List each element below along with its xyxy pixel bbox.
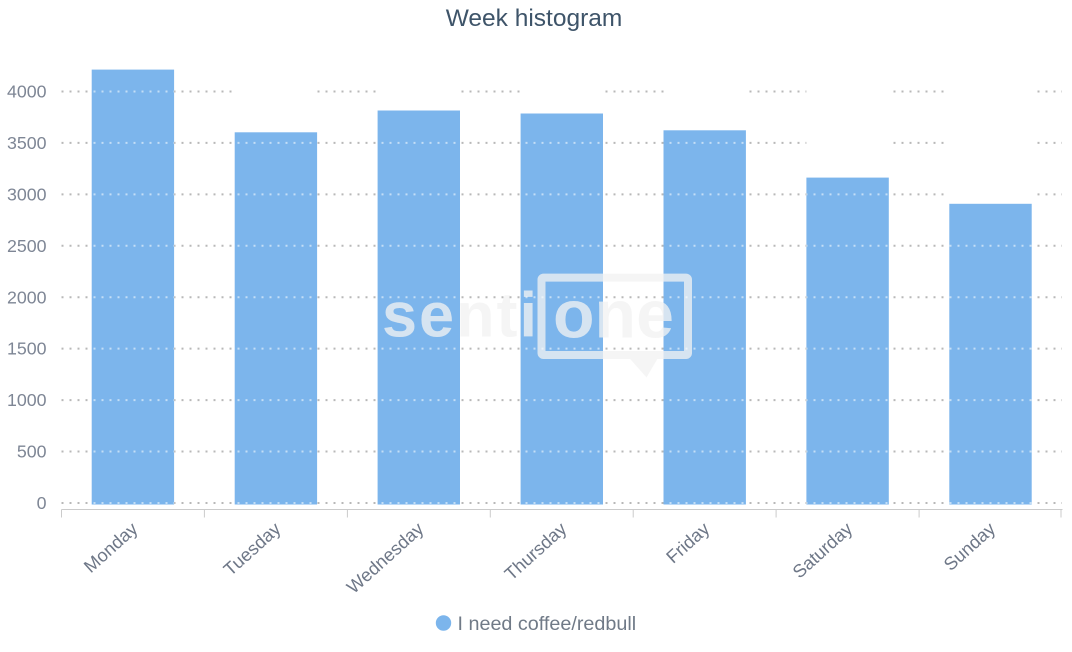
svg-text:3500: 3500: [7, 133, 47, 153]
svg-text:2500: 2500: [7, 236, 47, 256]
svg-text:I need coffee/redbull: I need coffee/redbull: [458, 613, 637, 635]
svg-text:one: one: [553, 277, 674, 353]
svg-text:4000: 4000: [7, 82, 47, 102]
svg-text:1500: 1500: [7, 339, 47, 359]
svg-text:0: 0: [37, 493, 47, 513]
svg-text:500: 500: [17, 442, 47, 462]
svg-text:2000: 2000: [7, 287, 47, 307]
svg-text:1000: 1000: [7, 390, 47, 410]
svg-text:Week histogram: Week histogram: [446, 5, 623, 32]
svg-text:senti: senti: [382, 281, 539, 351]
svg-text:3000: 3000: [7, 184, 47, 204]
